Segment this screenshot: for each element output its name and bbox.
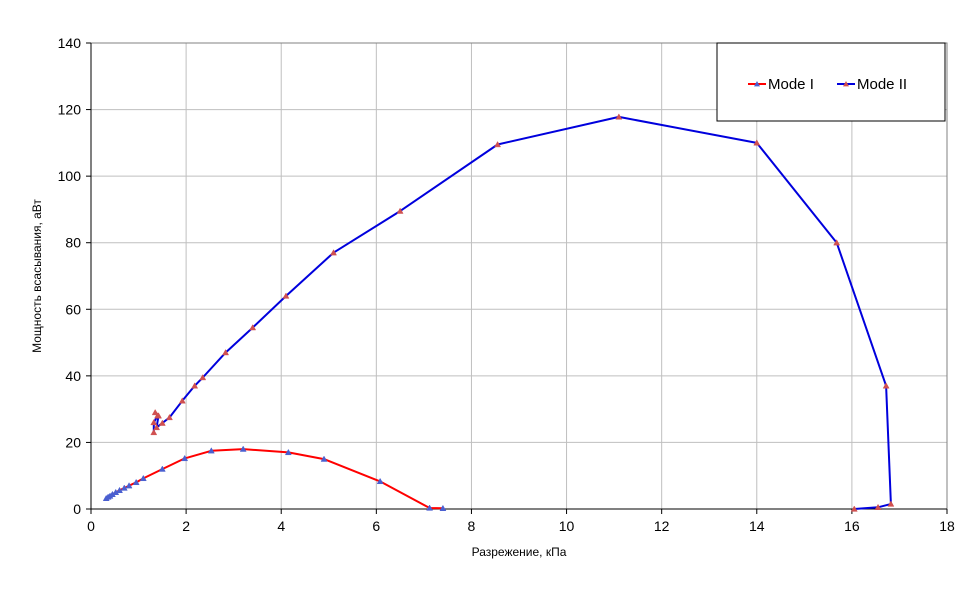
y-tick-label: 60 — [65, 301, 81, 317]
y-tick-label: 0 — [73, 501, 81, 517]
data-point — [158, 465, 166, 472]
axes — [86, 42, 948, 514]
data-point — [320, 455, 328, 462]
data-point — [330, 249, 337, 256]
legend-label: Mode II — [857, 76, 907, 93]
x-tick-label: 2 — [182, 518, 190, 534]
data-point — [494, 141, 502, 148]
data-point — [116, 486, 123, 494]
data-point — [887, 500, 895, 507]
series-group — [102, 113, 895, 512]
y-tick-label: 140 — [58, 35, 82, 51]
y-tick-label: 120 — [58, 102, 82, 118]
series-2 — [150, 113, 895, 512]
y-axis-title: Мощность всасывания, аВт — [30, 199, 44, 353]
data-point — [178, 397, 186, 404]
data-point — [132, 478, 140, 486]
data-point — [125, 482, 133, 489]
data-point — [874, 503, 882, 510]
data-point — [151, 408, 159, 416]
data-point — [150, 418, 158, 426]
x-tick-label: 18 — [939, 518, 955, 534]
data-point — [153, 423, 161, 431]
x-tick-labels: 0 2 4 6 8 10 12 14 16 18 — [87, 518, 955, 534]
data-point — [191, 382, 199, 389]
y-tick-labels: 0 20 40 60 80 100 120 140 — [58, 35, 82, 517]
data-point — [207, 447, 215, 454]
data-point — [615, 113, 623, 120]
legend-label: Mode I — [768, 76, 814, 93]
data-point — [199, 374, 207, 381]
data-point — [150, 428, 158, 436]
data-point — [158, 419, 166, 426]
legend-item: Mode II — [837, 76, 907, 93]
series-1 — [102, 445, 447, 511]
y-tick-label: 40 — [65, 368, 81, 384]
data-point — [753, 139, 761, 146]
x-tick-label: 4 — [277, 518, 285, 534]
data-point — [284, 448, 292, 456]
x-tick-label: 14 — [749, 518, 765, 534]
data-point — [833, 239, 841, 246]
x-tick-label: 8 — [468, 518, 476, 534]
y-tick-label: 20 — [65, 434, 81, 450]
y-tick-label: 80 — [65, 235, 81, 251]
legend-item: Mode I — [748, 76, 814, 93]
data-point — [249, 324, 257, 331]
data-point — [426, 504, 434, 511]
data-point — [222, 349, 230, 356]
legend-marker — [843, 81, 849, 87]
data-point — [882, 382, 890, 389]
legend: Mode I Mode II — [716, 42, 946, 122]
data-point — [396, 207, 404, 214]
legend-box — [716, 42, 946, 122]
x-tick-label: 16 — [844, 518, 860, 534]
y-tick-label: 100 — [58, 168, 82, 184]
x-tick-label: 12 — [654, 518, 670, 534]
data-point — [181, 454, 189, 462]
data-point — [850, 505, 858, 512]
x-axis-title: Разрежение, кПа — [472, 545, 567, 559]
data-point — [239, 445, 247, 452]
data-point — [376, 477, 384, 485]
data-point — [139, 474, 147, 482]
data-point — [166, 413, 173, 421]
legend-marker — [754, 81, 760, 87]
series-line — [105, 448, 443, 510]
data-point — [120, 484, 128, 491]
data-point — [282, 292, 290, 299]
data-point — [155, 412, 162, 419]
x-tick-label: 0 — [87, 518, 95, 534]
x-tick-label: 6 — [372, 518, 380, 534]
data-point — [439, 504, 447, 511]
x-tick-label: 10 — [559, 518, 575, 534]
